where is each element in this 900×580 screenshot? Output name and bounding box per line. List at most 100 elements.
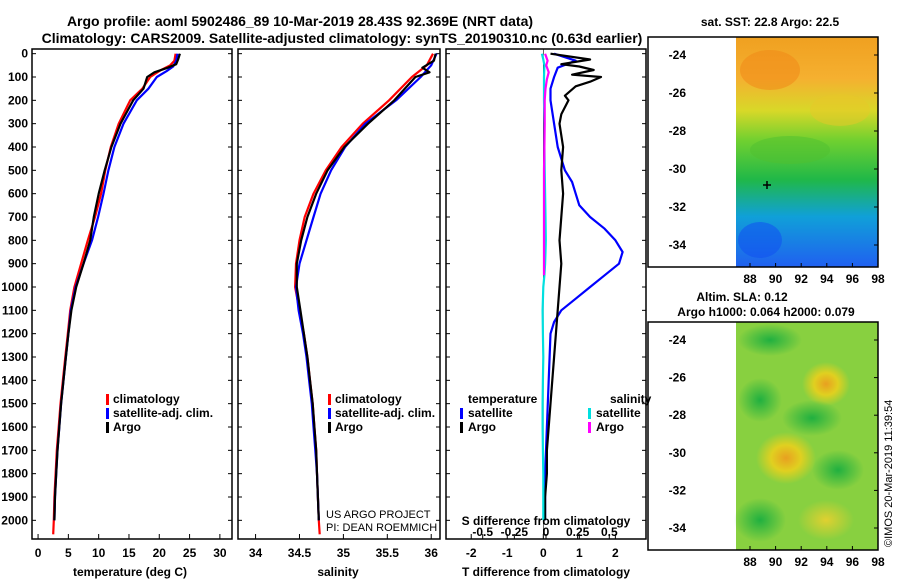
temperature-panel-frame	[31, 48, 233, 540]
lat-tick-label: -30	[669, 162, 687, 176]
salinity-axis-label: salinity	[317, 565, 359, 579]
legend-label-climatology: climatology	[335, 392, 402, 406]
legend-swatch-climatology	[106, 394, 109, 405]
depth-tick-label: 1100	[2, 303, 28, 317]
legend-label-argo: Argo	[335, 420, 363, 434]
sla-low-patch	[738, 324, 802, 356]
legend-swatch-argo	[328, 422, 331, 433]
x-tick-label: 20	[153, 546, 167, 560]
lon-tick-label: 92	[795, 555, 809, 569]
lat-tick-label: -28	[669, 124, 687, 138]
difference-panel: -2 -1 0 1 2 -0.5 -0.25 0 0.25 0.5	[466, 49, 624, 560]
sst-map-frame	[647, 36, 879, 268]
lat-tick-label: -32	[669, 483, 687, 497]
depth-tick-label: 1900	[1, 490, 28, 504]
legend-swatch-t-argo	[460, 422, 463, 433]
x-tick-label: 35	[337, 546, 351, 560]
temperature-panel: 0 5 10 15 20 25 30	[35, 53, 227, 560]
legend-label-argo: Argo	[113, 420, 141, 434]
lon-tick-label: 96	[846, 555, 860, 569]
difference-legend: temperature satellite Argo salinity sate…	[460, 392, 652, 434]
sla-low-patch	[734, 498, 786, 542]
lon-tick-label: 94	[820, 555, 834, 569]
series-line-temperature-satellite	[543, 52, 624, 521]
salinity-legend: climatology satellite-adj. clim. Argo	[328, 392, 435, 434]
temperature-legend: climatology satellite-adj. clim. Argo	[106, 392, 213, 434]
depth-tick-label: 1600	[1, 420, 28, 434]
sla-map: -24 -26 -28 -30 -32 -34 88 90 92 94 96 98	[647, 321, 885, 569]
legend-swatch-satellite	[106, 408, 109, 419]
lon-tick-label: 94	[820, 272, 834, 286]
sla-low-patch	[738, 378, 782, 422]
legend-swatch-argo	[106, 422, 109, 433]
title-line-1: Argo profile: aoml 5902486_89 10-Mar-201…	[67, 13, 533, 29]
s-tick-label: 0.5	[601, 525, 618, 539]
x-tick-label: 2	[612, 546, 619, 560]
sst-warm-patch	[740, 50, 800, 90]
x-tick-label: 1	[576, 546, 583, 560]
legend-label-s-argo: Argo	[596, 420, 624, 434]
depth-tick-label: 1500	[1, 397, 28, 411]
legend-swatch-s-satellite	[588, 408, 591, 419]
s-tick-label: 0.25	[566, 525, 590, 539]
depth-tick-label: 1000	[1, 280, 28, 294]
depth-tick-label: 700	[8, 210, 28, 224]
depth-tick-label: 1200	[1, 327, 28, 341]
x-tick-label: 5	[65, 546, 72, 560]
lon-tick-label: 98	[871, 555, 885, 569]
depth-tick-label: 1800	[1, 467, 28, 481]
depth-tick-label: 300	[8, 117, 28, 131]
s-difference-axis-label: S difference from climatology	[462, 514, 631, 528]
x-tick-label: -1	[502, 546, 513, 560]
s-tick-label: 0	[543, 525, 550, 539]
credit-project: US ARGO PROJECT	[326, 509, 431, 521]
legend-swatch-s-argo	[588, 422, 591, 433]
lat-tick-label: -28	[669, 408, 687, 422]
lon-tick-label: 98	[871, 272, 885, 286]
lat-tick-label: -26	[669, 371, 687, 385]
sst-map: -24 -26 -28 -30 -32 -34 88 90 92 94 96 98	[647, 36, 885, 286]
depth-tick-label: 1400	[1, 373, 28, 387]
x-tick-label: 35.5	[376, 546, 400, 560]
salinity-panel: 34 34.5 35 35.5 36	[249, 53, 439, 560]
sla-map-axes: -24 -26 -28 -30 -32 -34 88 90 92 94 96 98	[669, 333, 885, 569]
depth-tick-label: 0	[21, 47, 28, 61]
x-tick-label: 0	[35, 546, 42, 560]
sla-map-title-2: Argo h1000: 0.064 h2000: 0.079	[677, 305, 855, 319]
sst-map-title: sat. SST: 22.8 Argo: 22.5	[701, 15, 840, 29]
sla-map-title-1: Altim. SLA: 0.12	[696, 290, 788, 304]
depth-tick-label: 500	[8, 163, 28, 177]
title-line-2: Climatology: CARS2009. Satellite-adjuste…	[42, 30, 643, 46]
lat-tick-label: -24	[669, 48, 687, 62]
x-tick-label: 34	[249, 546, 263, 560]
lat-tick-label: -24	[669, 333, 687, 347]
sst-warm-patch	[810, 94, 870, 126]
x-tick-label: 36	[425, 546, 439, 560]
imos-stamp: ©IMOS 20-Mar-2019 11:39:54	[883, 400, 895, 547]
legend-label-t-argo: Argo	[468, 420, 496, 434]
legend-label-t-satellite: satellite	[468, 406, 513, 420]
salinity-panel-frame	[237, 48, 441, 540]
sst-cold-patch	[738, 222, 782, 258]
lat-tick-label: -34	[669, 238, 687, 252]
series-line-salinity-argo	[542, 53, 550, 276]
lon-tick-label: 96	[846, 272, 860, 286]
series-line-satellite-adj-clim-	[53, 53, 179, 521]
legend-swatch-t-satellite	[460, 408, 463, 419]
lon-tick-label: 88	[743, 555, 757, 569]
legend-label-climatology: climatology	[113, 392, 180, 406]
x-tick-label: -2	[466, 546, 477, 560]
sst-argo-marker	[763, 181, 771, 189]
series-line-argo	[295, 53, 437, 521]
lon-tick-label: 90	[769, 555, 783, 569]
credit-pi: PI: DEAN ROEMMICH	[326, 522, 437, 534]
series-line-argo	[53, 53, 181, 521]
depth-tick-label: 1700	[1, 443, 28, 457]
x-tick-label: 15	[122, 546, 136, 560]
sla-low-patch	[812, 450, 864, 490]
depth-tick-label: 400	[8, 140, 28, 154]
series-line-temperature-argo	[543, 52, 603, 521]
s-tick-label: -0.25	[501, 525, 529, 539]
lat-tick-label: -34	[669, 521, 687, 535]
